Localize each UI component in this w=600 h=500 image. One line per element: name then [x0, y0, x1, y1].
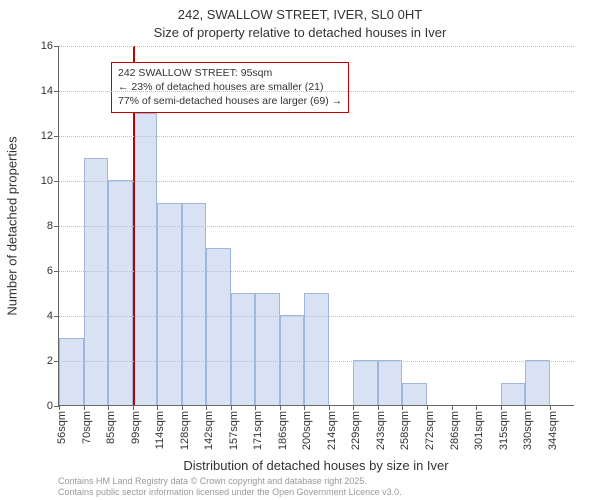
y-tick-label: 16 — [41, 40, 53, 52]
chart-container: 242, SWALLOW STREET, IVER, SL0 0HT Size … — [0, 0, 600, 500]
x-tick-mark — [476, 405, 477, 410]
y-tick-label: 8 — [47, 220, 53, 232]
x-tick-label: 99sqm — [130, 411, 142, 444]
y-tick-mark — [54, 406, 59, 407]
x-tick-label: 315sqm — [498, 411, 510, 450]
x-tick-label: 301sqm — [473, 411, 485, 450]
plot-area: 56sqm70sqm85sqm99sqm114sqm128sqm142sqm15… — [58, 46, 574, 406]
x-tick-label: 142sqm — [203, 411, 215, 450]
bar — [231, 293, 256, 406]
attribution-line-2: Contains public sector information licen… — [58, 487, 592, 498]
x-tick-label: 258sqm — [399, 411, 411, 450]
x-tick-label: 214sqm — [326, 411, 338, 450]
title-block: 242, SWALLOW STREET, IVER, SL0 0HT Size … — [0, 0, 600, 41]
gridline — [59, 181, 574, 182]
attribution-line-1: Contains HM Land Registry data © Crown c… — [58, 476, 592, 487]
x-tick-mark — [157, 405, 158, 410]
bar — [353, 360, 378, 405]
x-tick-label: 85sqm — [105, 411, 117, 444]
x-tick-label: 200sqm — [301, 411, 313, 450]
gridline — [59, 46, 574, 47]
annotation-line-2: 77% of semi-detached houses are larger (… — [118, 94, 342, 108]
chart-subtitle: Size of property relative to detached ho… — [0, 24, 600, 42]
gridline — [59, 361, 574, 362]
attribution: Contains HM Land Registry data © Crown c… — [58, 476, 592, 499]
gridline — [59, 271, 574, 272]
y-tick-label: 0 — [47, 400, 53, 412]
bar — [378, 360, 403, 405]
y-tick-mark — [54, 91, 59, 92]
annotation-box: 242 SWALLOW STREET: 95sqm ← 23% of detac… — [111, 62, 349, 113]
x-tick-label: 243sqm — [375, 411, 387, 450]
bar — [182, 203, 207, 406]
x-tick-mark — [329, 405, 330, 410]
bar — [157, 203, 182, 406]
bar — [59, 338, 84, 406]
x-tick-mark — [427, 405, 428, 410]
gridline — [59, 316, 574, 317]
gridline — [59, 136, 574, 137]
x-tick-label: 56sqm — [56, 411, 68, 444]
bar — [108, 180, 133, 405]
bar — [255, 293, 280, 406]
x-tick-mark — [206, 405, 207, 410]
y-axis-label: Number of detached properties — [5, 136, 20, 315]
x-tick-label: 157sqm — [228, 411, 240, 450]
y-tick-mark — [54, 316, 59, 317]
y-tick-mark — [54, 136, 59, 137]
bar — [280, 315, 305, 405]
x-tick-mark — [59, 405, 60, 410]
y-tick-label: 12 — [41, 130, 53, 142]
y-tick-label: 4 — [47, 310, 53, 322]
x-tick-label: 344sqm — [547, 411, 559, 450]
x-axis-label: Distribution of detached houses by size … — [58, 458, 574, 473]
x-tick-label: 114sqm — [154, 411, 166, 449]
x-tick-mark — [133, 405, 134, 410]
x-tick-mark — [378, 405, 379, 410]
x-tick-label: 186sqm — [277, 411, 289, 450]
x-tick-mark — [525, 405, 526, 410]
chart-title: 242, SWALLOW STREET, IVER, SL0 0HT — [0, 6, 600, 24]
bar — [304, 293, 329, 406]
x-tick-mark — [182, 405, 183, 410]
x-tick-mark — [84, 405, 85, 410]
y-tick-label: 14 — [41, 85, 53, 97]
x-tick-mark — [402, 405, 403, 410]
y-tick-label: 6 — [47, 265, 53, 277]
bar — [525, 360, 550, 405]
y-tick-mark — [54, 271, 59, 272]
y-tick-mark — [54, 46, 59, 47]
x-tick-label: 70sqm — [81, 411, 93, 444]
y-tick-label: 2 — [47, 355, 53, 367]
x-tick-label: 330sqm — [522, 411, 534, 450]
annotation-line-1: ← 23% of detached houses are smaller (21… — [118, 80, 342, 94]
x-tick-mark — [550, 405, 551, 410]
x-tick-mark — [452, 405, 453, 410]
gridline — [59, 226, 574, 227]
annotation-header: 242 SWALLOW STREET: 95sqm — [118, 66, 342, 80]
x-tick-mark — [231, 405, 232, 410]
x-tick-mark — [353, 405, 354, 410]
y-tick-label: 10 — [41, 175, 53, 187]
x-tick-label: 171sqm — [252, 411, 264, 450]
x-tick-mark — [255, 405, 256, 410]
x-tick-label: 229sqm — [350, 411, 362, 450]
bar — [501, 383, 526, 406]
gridline — [59, 91, 574, 92]
x-tick-mark — [501, 405, 502, 410]
x-tick-mark — [108, 405, 109, 410]
x-tick-mark — [304, 405, 305, 410]
y-tick-mark — [54, 181, 59, 182]
bar — [84, 158, 109, 406]
x-tick-mark — [280, 405, 281, 410]
bar — [402, 383, 427, 406]
x-tick-label: 286sqm — [449, 411, 461, 450]
x-tick-label: 128sqm — [179, 411, 191, 450]
y-tick-mark — [54, 361, 59, 362]
y-tick-mark — [54, 226, 59, 227]
x-tick-label: 272sqm — [424, 411, 436, 450]
